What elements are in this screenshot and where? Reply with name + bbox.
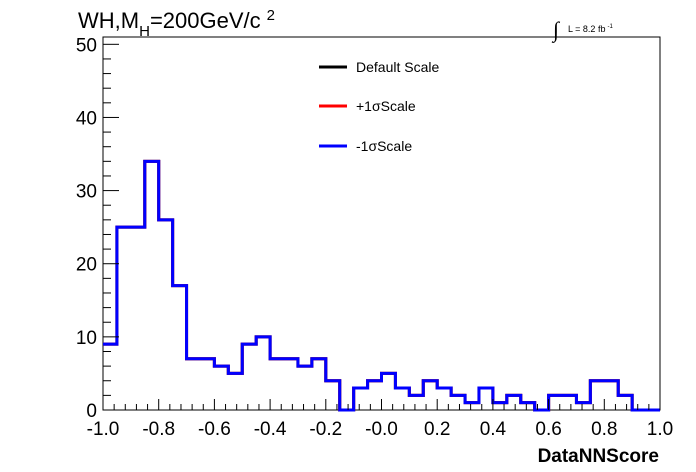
lumi-label: L = 8.2 fb -1	[568, 24, 613, 34]
y-tick-label: 0	[86, 401, 97, 422]
y-tick-label: 20	[76, 255, 97, 276]
y-tick-label: 30	[76, 182, 97, 203]
series-line-2	[103, 159, 660, 412]
title-rest: =200GeV/c	[150, 8, 261, 33]
chart-title: WH,MH=200GeV/c 2	[78, 7, 275, 40]
x-tick-label: 0.4	[480, 419, 507, 440]
x-tick-label: -0.8	[142, 419, 175, 440]
legend-label-default: Default Scale	[356, 59, 439, 75]
x-tick-label: -0.4	[254, 419, 287, 440]
title-superscript: 2	[267, 7, 275, 24]
legend-label-plus: +1σScale	[356, 98, 416, 114]
x-tick-label: 0.8	[591, 419, 617, 440]
x-tick-label: -0.2	[309, 419, 342, 440]
lumi-text: L = 8.2 fb	[568, 24, 605, 34]
lumi-integral-symbol: ∫	[551, 17, 561, 43]
title-subscript: H	[139, 23, 150, 40]
series-layer	[103, 159, 660, 412]
x-tick-label: 0.2	[424, 419, 450, 440]
legend-label-minus: -1σScale	[356, 138, 412, 154]
title-main: WH,M	[78, 8, 139, 33]
x-tick-label: 1.0	[647, 419, 673, 440]
x-tick-label: -1.0	[87, 419, 120, 440]
x-tick-label: -0.6	[198, 419, 231, 440]
x-tick-label: -0.0	[365, 419, 398, 440]
x-axis-title: DataNNScore	[538, 446, 659, 467]
y-tick-label: 50	[76, 35, 97, 56]
legend: Default Scale +1σScale -1σScale	[319, 59, 439, 154]
y-tick-label: 10	[76, 328, 97, 349]
axes-layer: -1.0 -0.8 -0.6 -0.4 -0.2 -0.0 0.2 0.4 0.6 0.8 1.0 0…	[76, 35, 673, 440]
x-tick-label: 0.6	[535, 419, 561, 440]
lumi-superscript: -1	[607, 24, 613, 30]
y-tick-label: 40	[76, 108, 97, 129]
